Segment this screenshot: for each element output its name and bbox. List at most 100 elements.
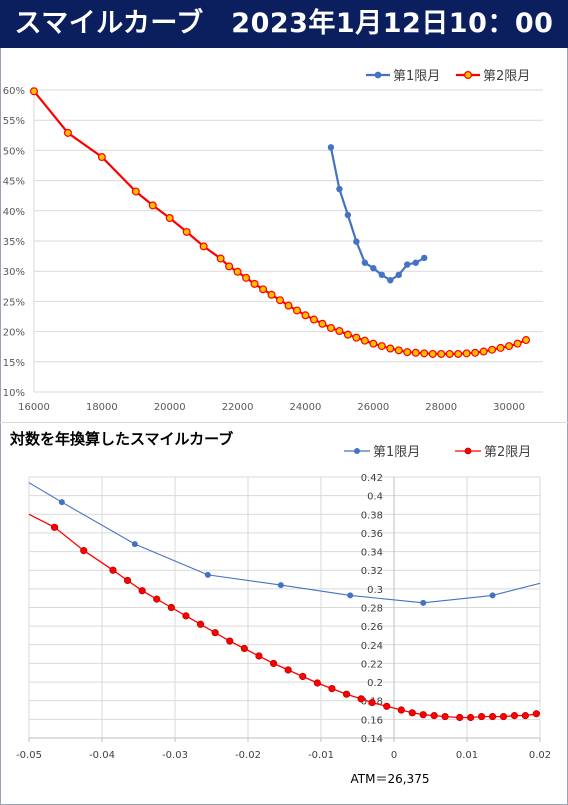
chart2-title: 対数を年換算したスマイルカーブ: [9, 430, 233, 448]
chart1-data-point: [378, 271, 386, 279]
chart1-data-point: [318, 319, 327, 328]
chart1-data-point: [344, 211, 352, 219]
chart2-y-tick-label: 0.32: [361, 566, 383, 577]
title-banner: スマイルカーブ 2023年1月12日10：00: [0, 0, 568, 48]
chart2-y-tick-label: 0.24: [361, 641, 383, 652]
banner-title: スマイルカーブ 2023年1月12日10：00: [14, 8, 554, 39]
chart1-data-point: [267, 290, 276, 299]
chart1-data-point: [462, 349, 471, 358]
chart2-data-point: [357, 695, 365, 703]
chart2-data-point: [269, 659, 278, 668]
chart1-data-point: [352, 333, 361, 342]
chart1-data-point: [343, 330, 352, 339]
chart2-legend: 第1限月 第2限月: [344, 445, 531, 460]
chart1-data-point: [522, 336, 531, 345]
chart2-y-tick-label: 0.38: [361, 510, 383, 521]
chart1-legend: 第1限月 第2限月: [366, 69, 530, 84]
chart2-x-tick-label: -0.05: [16, 750, 42, 761]
chart1-data-point: [437, 349, 446, 358]
chart1-data-point: [97, 153, 106, 162]
chart1-data-point: [336, 185, 343, 193]
chart1-y-tick-label: 10%: [3, 388, 25, 399]
chart1-series-line-1: [329, 147, 425, 282]
chart2-y-tick-label: 0.28: [361, 604, 383, 615]
chart2-data-point: [477, 712, 486, 721]
chart1-data-point: [421, 254, 428, 262]
chart2-data-point: [368, 698, 376, 707]
chart2-data-point: [196, 620, 205, 628]
chart1-y-ticks: 10% 15% 20% 25% 30% 35% 40% 45% 50% 55% 60%: [3, 86, 25, 399]
chart1-data-point: [513, 339, 522, 348]
chart1-data-point: [479, 347, 488, 356]
chart1-data-point: [411, 348, 420, 357]
chart1-data-point: [377, 342, 386, 351]
chart1-y-tick-label: 40%: [3, 207, 25, 218]
chart1-y-tick-label: 25%: [3, 297, 25, 308]
chart2-data-point: [456, 713, 464, 722]
chart1-data-point: [505, 342, 514, 351]
chart1-data-point: [428, 349, 437, 358]
chart2-data-point: [342, 690, 351, 698]
chart1-data-point: [369, 339, 378, 348]
chart2-data-point: [489, 592, 496, 599]
chart1-x-tick-label: 28000: [425, 402, 457, 413]
chart2-gridlines: [28, 476, 541, 739]
chart2-data-point: [467, 713, 475, 722]
chart1-data-point: [403, 348, 412, 357]
chart2-data-point: [211, 629, 219, 637]
chart2-y-tick-label: 0.16: [361, 715, 383, 726]
chart2-y-tick-label: 0.14: [361, 734, 383, 745]
chart2-legend-marker: [464, 447, 472, 455]
chart2-y-tick-label: 0.42: [361, 473, 383, 484]
chart2-data-point: [313, 679, 321, 687]
chart1-data-point: [259, 285, 268, 294]
chart2-data-point: [277, 582, 284, 589]
chart1-y-tick-label: 30%: [3, 267, 25, 278]
chart1-series: [30, 87, 531, 358]
chart2-x-tick-label: -0.02: [235, 750, 261, 761]
chart1-data-point: [395, 271, 402, 279]
chart2-series-line-2: [29, 513, 540, 719]
smile-curve-chart: 10%15%20%25%30%35%40%45%50%55%60% 16000 1…: [3, 69, 543, 413]
chart1-data-point: [404, 261, 411, 268]
chart1-data-point: [242, 273, 251, 282]
chart-divider: [0, 422, 568, 423]
chart2-data-point: [240, 644, 248, 653]
chart1-data-point: [394, 346, 403, 355]
chart1-x-tick-label: 22000: [222, 402, 254, 413]
chart1-x-ticks: 16000 18000 20000 22000 24000 26000 28000 30000: [18, 402, 525, 413]
chart1-data-point: [496, 343, 505, 352]
chart2-data-point: [488, 712, 497, 721]
chart2-data-point: [131, 541, 138, 548]
chart1-x-tick-label: 18000: [86, 402, 118, 413]
chart1-series-line-2: [33, 90, 527, 355]
chart2-data-point: [58, 499, 65, 506]
chart1-data-point: [292, 306, 301, 315]
chart2-data-point: [255, 652, 263, 660]
chart1-data-point: [165, 214, 174, 223]
chart2-data-point: [50, 523, 59, 531]
chart2-y-tick-label: 0.4: [367, 492, 383, 503]
chart1-data-point: [370, 264, 377, 272]
chart1-data-point: [386, 344, 395, 353]
chart2-legend-label: 第2限月: [484, 445, 531, 460]
chart1-legend-label: 第1限月: [393, 69, 440, 84]
chart2-data-point: [138, 587, 146, 595]
chart1-x-tick-label: 26000: [357, 402, 389, 413]
chart2-data-point: [441, 712, 449, 721]
chart2-data-point: [204, 571, 211, 578]
chart1-legend-marker: [464, 71, 473, 80]
chart1-data-point: [335, 326, 344, 335]
chart2-data-point: [299, 672, 307, 681]
chart2-data-point: [182, 612, 190, 620]
chart2-data-point: [532, 710, 540, 718]
chart1-y-tick-label: 60%: [3, 86, 25, 97]
chart2-data-point: [347, 592, 354, 599]
chart1-data-point: [327, 144, 335, 151]
chart1-data-point: [488, 345, 497, 354]
chart1-data-point: [412, 259, 419, 266]
chart2-data-point: [80, 547, 88, 555]
chart1-x-tick-label: 20000: [154, 402, 186, 413]
chart2-data-point: [383, 702, 391, 710]
chart2-series: [29, 482, 540, 722]
